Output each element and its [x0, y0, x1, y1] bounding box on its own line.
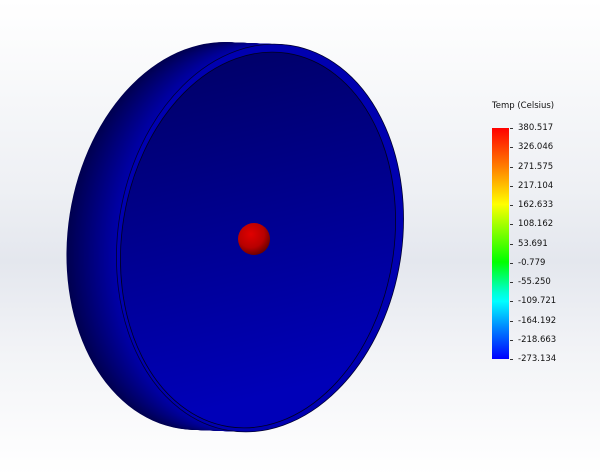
legend-tick [510, 339, 513, 341]
legend-tick [510, 262, 513, 264]
legend-label: -273.134 [518, 354, 557, 364]
legend-tick [510, 128, 513, 129]
legend-label: 53.691 [518, 238, 548, 249]
legend-label: 217.104 [518, 180, 554, 191]
legend-label: 271.575 [518, 161, 554, 172]
legend-tick [510, 147, 513, 149]
legend-label: -0.779 [518, 257, 546, 268]
legend-tick [510, 320, 513, 322]
legend-tick [510, 282, 513, 283]
legend-title: Temp (Celsius) [492, 101, 555, 111]
legend-label: 162.633 [518, 200, 554, 210]
legend-label: -109.721 [518, 296, 557, 307]
legend-tick [510, 166, 513, 168]
legend-label: -164.192 [518, 315, 557, 326]
legend-tick [510, 185, 513, 187]
legend-tick [510, 243, 513, 245]
legend-tick [510, 224, 513, 226]
legend-tick [510, 301, 513, 303]
legend-tick [510, 205, 513, 206]
legend-label: -55.250 [518, 277, 551, 287]
legend-label: 380.517 [518, 123, 554, 133]
heat-source-sphere [238, 223, 270, 255]
color-scale-bar [492, 128, 509, 359]
legend-label: 326.046 [518, 142, 554, 153]
legend-tick [510, 359, 513, 360]
legend-label: 108.162 [518, 219, 554, 230]
legend-label: -218.663 [518, 334, 557, 345]
